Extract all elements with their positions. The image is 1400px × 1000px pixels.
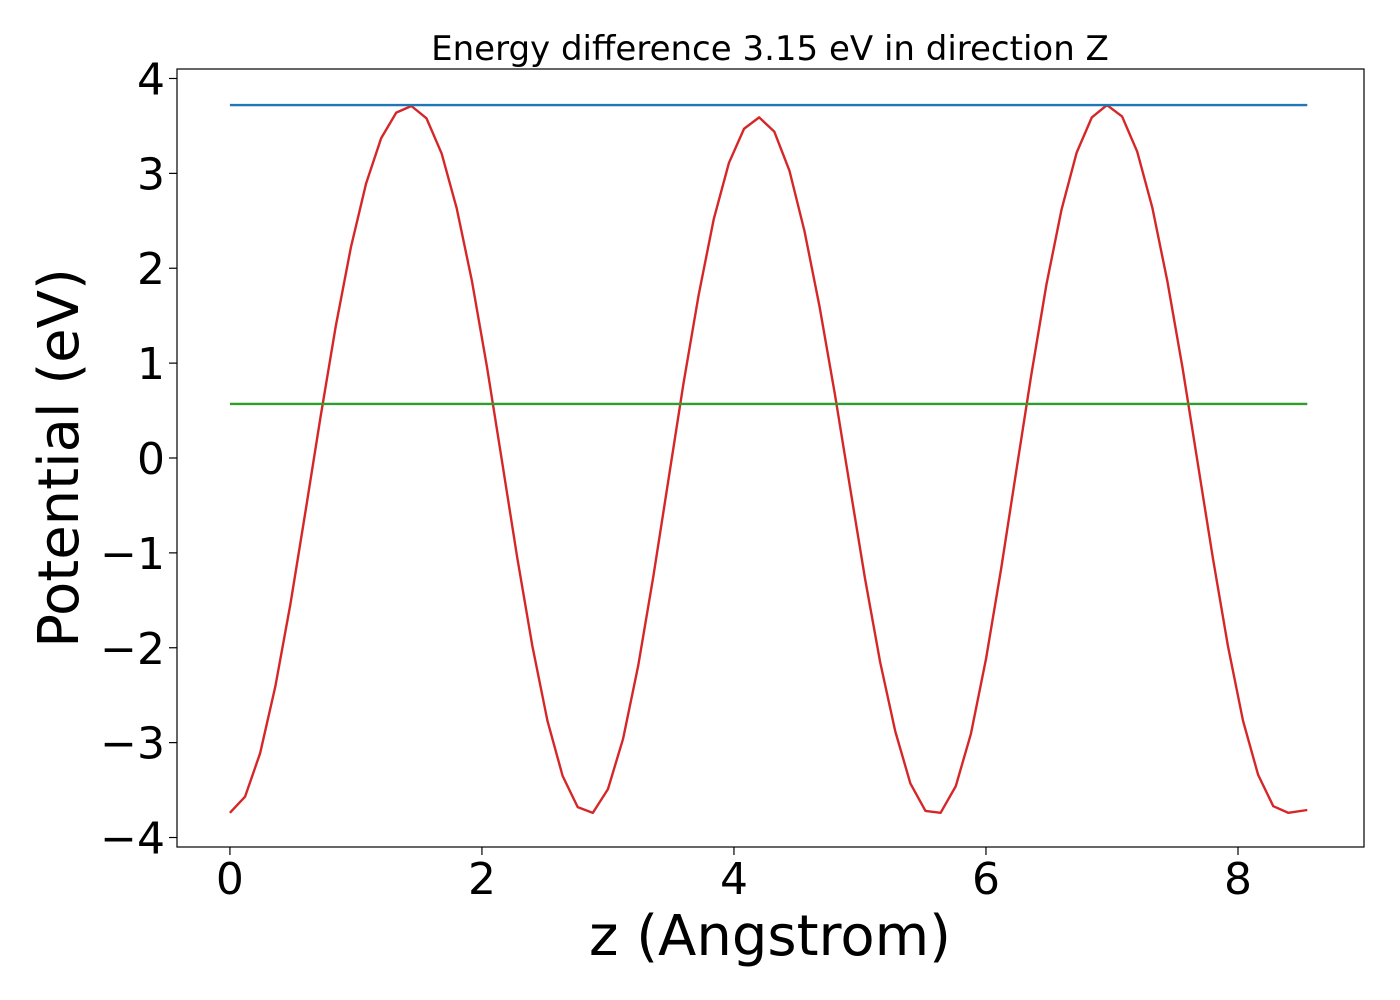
x-tick-label: 4	[720, 854, 748, 905]
x-axis-label: z (Angstrom)	[589, 904, 951, 969]
y-tick-label: −2	[100, 624, 165, 675]
y-tick-label: 3	[137, 149, 165, 200]
x-tick-label: 6	[972, 854, 1000, 905]
x-tick-label: 8	[1224, 854, 1252, 905]
x-tick-label: 2	[468, 854, 496, 905]
x-axis-ticks: 0 2 4 6 8	[216, 847, 1252, 905]
chart-title: Energy difference 3.15 eV in direction Z	[431, 29, 1109, 69]
y-tick-label: −4	[100, 814, 165, 865]
y-tick-label: 4	[137, 54, 165, 105]
y-tick-label: −3	[100, 719, 165, 770]
y-tick-label: 2	[137, 244, 165, 295]
y-tick-label: 1	[137, 339, 165, 390]
y-axis-ticks: −4 −3 −2 −1 0 1 2 3 4	[100, 54, 177, 865]
x-tick-label: 0	[216, 854, 244, 905]
y-tick-label: −1	[100, 529, 165, 580]
y-tick-label: 0	[137, 434, 165, 485]
series-layer	[229, 103, 1308, 815]
y-axis-label: Potential (eV)	[27, 268, 92, 648]
potential-curve	[229, 103, 1308, 815]
